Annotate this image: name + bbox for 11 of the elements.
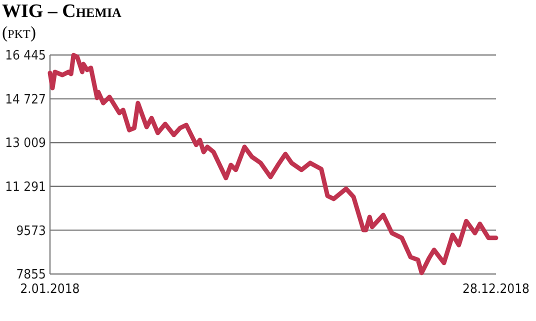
y-tick-label: 9573 <box>16 224 46 239</box>
x-tick-label: 28.12.2018 <box>462 282 530 297</box>
y-tick-label: 16 445 <box>5 48 46 64</box>
y-tick-label: 13 009 <box>5 136 46 152</box>
x-tick-label: 2.01.2018 <box>20 282 80 297</box>
y-tick-label: 11 291 <box>5 180 46 195</box>
y-tick-label: 14 727 <box>5 92 46 108</box>
chart-subtitle: (pkt) <box>2 23 36 42</box>
y-tick-label: 7855 <box>16 268 46 283</box>
chart-title: WIG – Chemia <box>2 1 122 22</box>
line-series <box>48 52 498 276</box>
